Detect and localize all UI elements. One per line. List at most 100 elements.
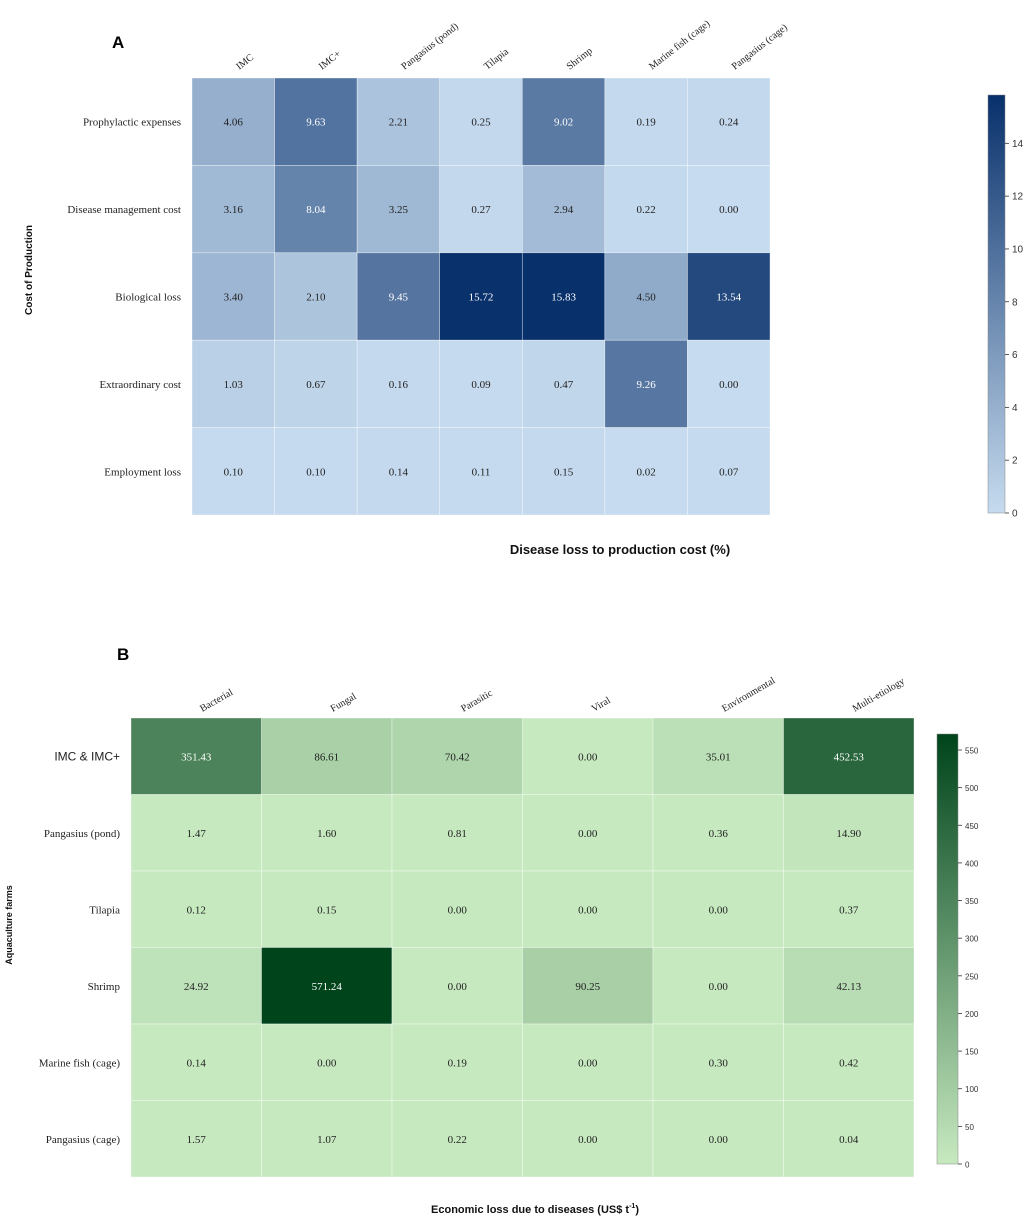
heatmap-cell (604, 252, 688, 341)
cell-value-label: 0.19 (637, 117, 657, 129)
colorbar-tick-label: 14 (1012, 139, 1024, 150)
heatmap-cell (783, 1100, 915, 1178)
heatmap-cell (261, 947, 393, 1025)
colorbar-tick-label: 250 (965, 972, 979, 981)
heatmap-cell (522, 717, 654, 795)
cell-value-label: 0.00 (578, 904, 598, 916)
cell-value-label: 1.47 (187, 828, 207, 840)
heatmap-cell (687, 339, 771, 428)
cell-value-label: 0.30 (709, 1057, 729, 1069)
heatmap-cell (522, 794, 654, 872)
column-label: Fungal (329, 691, 359, 715)
cell-value-label: 4.50 (637, 292, 657, 304)
cell-value-label: 0.36 (709, 828, 729, 840)
heatmap-cell (191, 252, 275, 341)
heatmap-cell (522, 947, 654, 1025)
heatmap-cell (783, 1023, 915, 1101)
x-axis-title-a: Disease loss to production cost (%) (510, 542, 730, 557)
heatmap-cell (652, 947, 784, 1025)
panel-label-a: A (112, 33, 124, 52)
column-label: Pangasius (pond) (400, 21, 461, 72)
heatmap-cell (604, 427, 688, 516)
row-label: Marine fish (cage) (39, 1057, 121, 1069)
cell-value-label: 0.19 (448, 1057, 468, 1069)
cell-value-label: 0.10 (306, 466, 326, 478)
x-axis-title-b: Economic loss due to diseases (US$ t-1) (431, 1203, 639, 1216)
cell-value-label: 0.12 (187, 904, 206, 916)
cell-value-label: 42.13 (836, 981, 861, 993)
heatmap-cell (439, 252, 523, 341)
row-label: Employment loss (104, 466, 181, 478)
heatmap-cell (261, 870, 393, 948)
cell-value-label: 0.22 (448, 1134, 467, 1146)
cell-value-label: 70.42 (445, 751, 470, 763)
cell-value-label: 571.24 (312, 981, 343, 993)
panel-label-b: B (117, 645, 129, 664)
heatmap-cell (652, 1023, 784, 1101)
heatmap-cell (356, 165, 441, 254)
heatmap-cell (522, 1100, 654, 1178)
row-label: Tilapia (89, 904, 120, 916)
cell-value-label: 0.42 (839, 1057, 858, 1069)
colorbar-tick-label: 100 (965, 1085, 979, 1094)
cell-value-label: 0.14 (187, 1057, 207, 1069)
heatmap-cell (130, 1023, 262, 1101)
cell-value-label: 14.90 (836, 828, 861, 840)
heatmap-cell (652, 794, 784, 872)
heatmap-cell (604, 339, 688, 428)
heatmap-cell (439, 339, 523, 428)
cell-value-label: 86.61 (314, 751, 339, 763)
heatmap-cell (687, 165, 771, 254)
cell-value-label: 0.00 (578, 751, 598, 763)
heatmap-cell (687, 252, 771, 341)
heatmap-cell (521, 165, 606, 254)
cell-value-label: 0.24 (719, 117, 739, 129)
cell-value-label: 351.43 (181, 751, 212, 763)
heatmap-cell (191, 77, 275, 166)
cell-value-label: 0.00 (448, 904, 468, 916)
heatmap-cell (261, 1023, 393, 1101)
cell-value-label: 0.07 (719, 466, 739, 478)
cell-value-label: 9.02 (554, 117, 573, 129)
colorbar-tick-label: 0 (965, 1161, 970, 1170)
heatmap-cell (652, 870, 784, 948)
heatmap-cell (261, 717, 393, 795)
column-label: IMC+ (317, 48, 343, 72)
x-axis-title-b-superscript: -1 (629, 1203, 635, 1210)
cell-value-label: 0.27 (471, 204, 491, 216)
cell-value-label: 0.37 (839, 904, 859, 916)
heatmap-panel-b: B Bacterial Fungal Parasitic Viral Environme… (4, 645, 979, 1216)
heatmap-cell (191, 427, 275, 516)
heatmap-cell (521, 77, 606, 166)
cell-value-label: 2.10 (306, 292, 326, 304)
column-label: Multi-etiology (851, 676, 907, 715)
row-label: Shrimp (88, 981, 121, 993)
row-label: Disease management cost (67, 204, 181, 216)
cell-value-label: 0.02 (637, 466, 656, 478)
cell-value-label: 0.11 (472, 466, 491, 478)
y-axis-title-b: Aquaculture farms (4, 885, 14, 965)
cell-value-label: 1.03 (224, 379, 244, 391)
heatmap-cell (521, 252, 606, 341)
cell-value-label: 2.21 (389, 117, 408, 129)
heatmap-cell (783, 947, 915, 1025)
cell-value-label: 8.04 (306, 204, 326, 216)
cell-value-label: 0.00 (317, 1057, 337, 1069)
cell-value-label: 0.00 (578, 828, 598, 840)
colorbar-tick-label: 12 (1012, 192, 1024, 203)
colorbar-tick-label: 450 (965, 822, 979, 831)
colorbar-tick-label: 2 (1012, 456, 1018, 467)
heatmap-cell (130, 794, 262, 872)
cell-value-label: 0.10 (224, 466, 244, 478)
heatmap-cell (783, 794, 915, 872)
colorbar-tick-label: 500 (965, 784, 979, 793)
heatmap-cell (130, 947, 262, 1025)
x-axis-title-b-main: Economic loss due to diseases (US$ t (431, 1204, 629, 1216)
heatmap-cell (191, 165, 275, 254)
cell-value-label: 1.07 (317, 1134, 337, 1146)
heatmap-cell (274, 77, 358, 166)
heatmap-cell (191, 339, 275, 428)
cell-value-label: 0.00 (709, 904, 729, 916)
heatmap-cell (783, 717, 915, 795)
heatmap-cell (274, 339, 358, 428)
